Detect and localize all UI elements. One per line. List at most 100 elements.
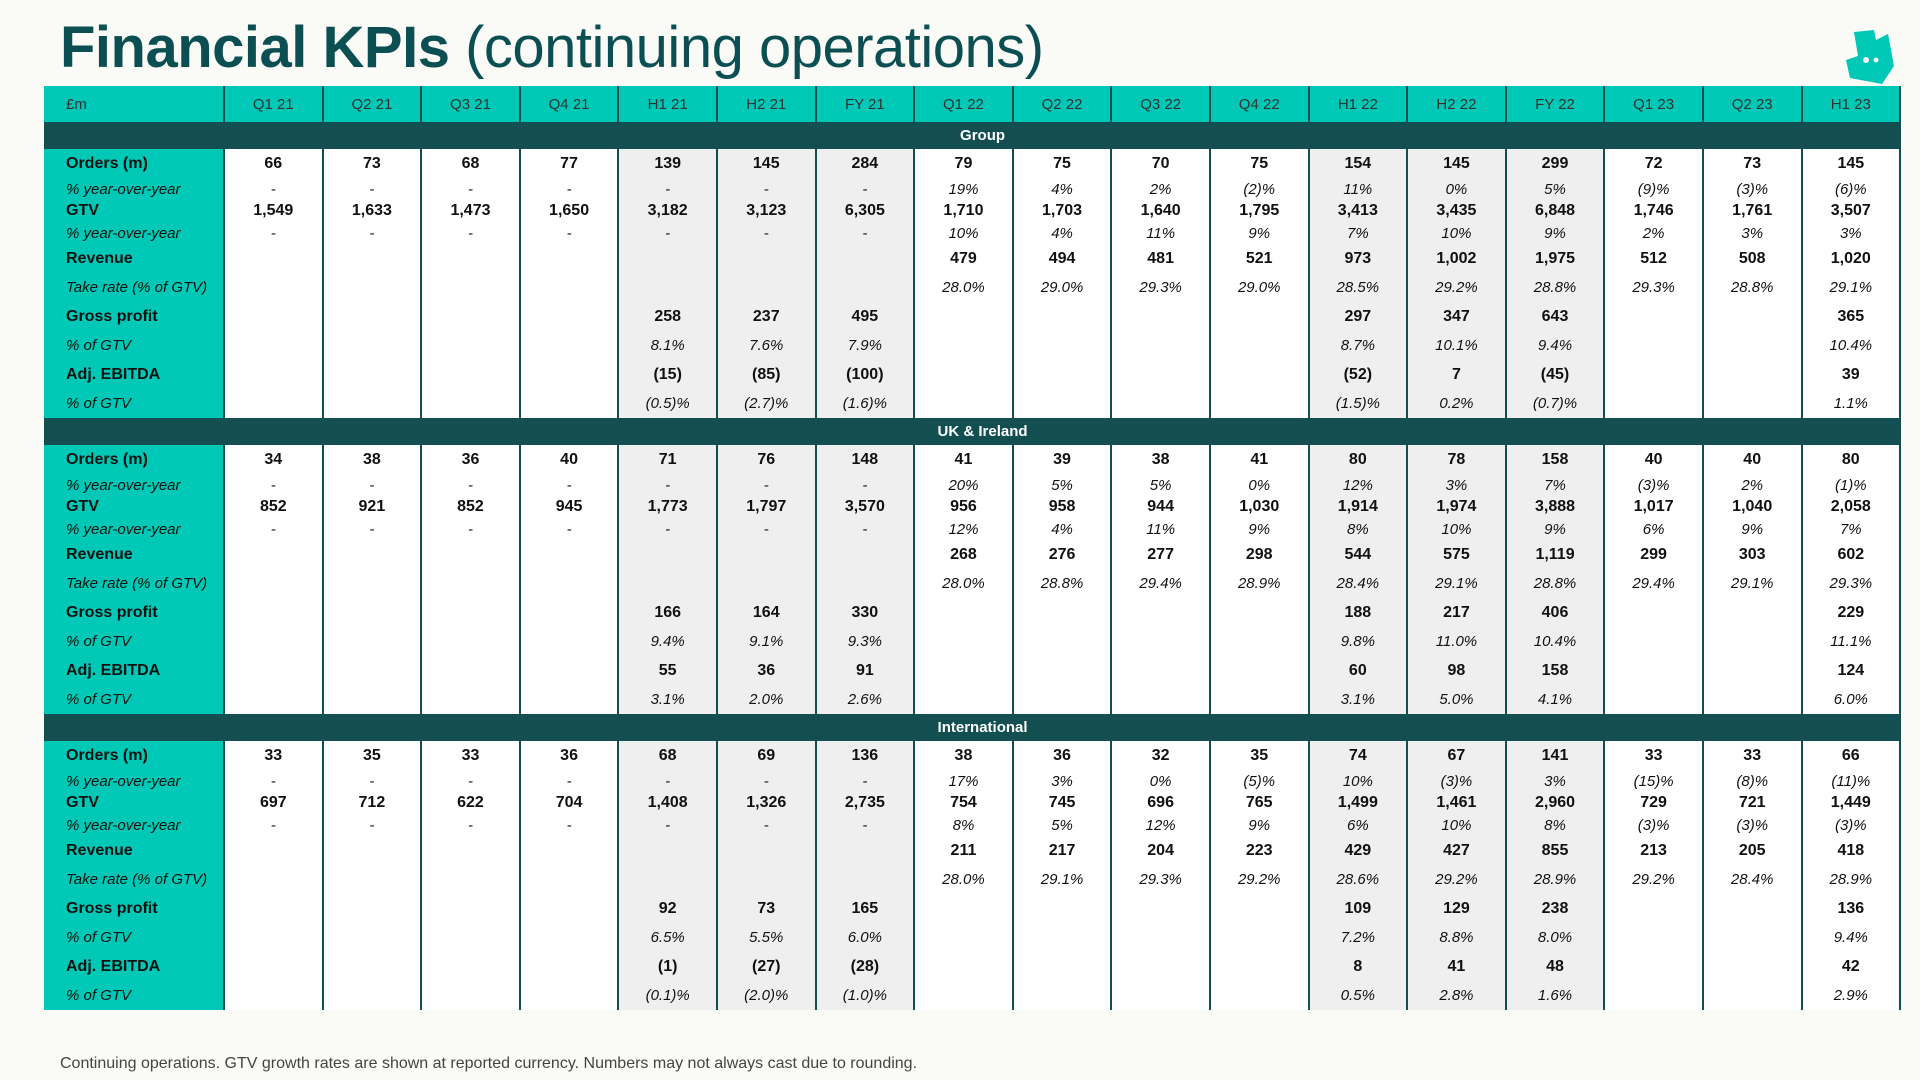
row-label: Adj. EBITDA [44, 360, 225, 389]
table-cell [1111, 360, 1211, 389]
table-cell: (52) [1308, 360, 1409, 389]
table-cell: 3,413 [1308, 200, 1409, 222]
table-cell [716, 865, 817, 894]
table-cell: 91 [815, 656, 916, 685]
table-cell [1209, 389, 1310, 418]
table-cell: - [322, 222, 423, 244]
table-cell [1604, 331, 1704, 360]
table-cell [1209, 302, 1310, 331]
table-cell: 29.0% [1209, 273, 1310, 302]
table-cell: 6.5% [618, 923, 718, 952]
table-cell: 3,435 [1407, 200, 1507, 222]
table-cell: (85) [716, 360, 817, 389]
table-cell: 1,461 [1407, 792, 1507, 814]
table-cell [1604, 981, 1704, 1010]
table-cell [1012, 894, 1113, 923]
table-cell [224, 569, 324, 598]
table-cell: 36 [716, 656, 817, 685]
table-cell: 2,058 [1801, 496, 1902, 518]
table-cell [421, 244, 521, 273]
table-cell: 7% [1801, 518, 1902, 540]
table-cell: 35 [1209, 741, 1310, 770]
table-cell [322, 598, 423, 627]
table-cell [1702, 360, 1803, 389]
column-header: H2 22 [1407, 86, 1507, 122]
table-row: % year-over-year - - - - - - -10% 4% 11% 9% 7% 10% 9%… [44, 222, 1902, 244]
table-cell: 6,305 [815, 200, 916, 222]
table-cell: 28.0% [914, 273, 1014, 302]
table-cell: 29.4% [1111, 569, 1211, 598]
table-cell: 29.3% [1801, 569, 1902, 598]
table-cell: 29.2% [1407, 865, 1507, 894]
table-cell: 297 [1308, 302, 1409, 331]
table-row: GTV 1,549 1,633 1,473 1,650 3,182 3,123 6,305 1,… [44, 200, 1902, 222]
table-cell: 29.3% [1604, 273, 1704, 302]
table-cell [224, 923, 324, 952]
table-cell [1604, 627, 1704, 656]
table-cell: (2)% [1209, 178, 1310, 200]
table-cell: 55 [618, 656, 718, 685]
table-cell [914, 923, 1014, 952]
table-row: Adj. EBITDA 55 36 91 60 98 158 124 [44, 656, 1902, 685]
table-cell: 48 [1505, 952, 1606, 981]
table-cell [914, 656, 1014, 685]
table-cell [914, 981, 1014, 1010]
table-cell: 9% [1505, 518, 1606, 540]
table-cell [618, 865, 718, 894]
table-cell [1604, 894, 1704, 923]
table-cell: 521 [1209, 244, 1310, 273]
table-cell: 9.4% [1505, 331, 1606, 360]
table-cell [716, 540, 817, 569]
table-cell: 745 [1012, 792, 1113, 814]
table-cell [1012, 627, 1113, 656]
table-cell: - [815, 222, 916, 244]
table-cell [1702, 685, 1803, 714]
table-cell: (3)% [1702, 814, 1803, 836]
table-cell: - [421, 178, 521, 200]
table-cell: 1,650 [519, 200, 620, 222]
table-cell [519, 360, 620, 389]
table-cell: - [716, 770, 817, 792]
table-row: % of GTV 8.1% 7.6% 7.9% 8.7% 10.1% 9.4% 10.4% [44, 331, 1902, 360]
table-cell [1209, 627, 1310, 656]
table-cell: 76 [716, 445, 817, 474]
table-row: % year-over-year - - - - - - -8% 5% 12% 9% 6% 10% 8%(… [44, 814, 1902, 836]
table-cell [224, 865, 324, 894]
table-cell: - [421, 222, 521, 244]
table-cell: 9% [1209, 814, 1310, 836]
column-header: Q2 23 [1702, 86, 1803, 122]
table-cell: 36 [1012, 741, 1113, 770]
table-row: Orders (m) 33 35 33 36 68 69 136 38 36 32 35 74 67 141… [44, 741, 1902, 770]
table-cell: - [322, 770, 423, 792]
table-cell [224, 981, 324, 1010]
table-cell: 276 [1012, 540, 1113, 569]
table-cell: 3% [1407, 474, 1507, 496]
title-bold: Financial KPIs [60, 15, 450, 80]
table-cell: 211 [914, 836, 1014, 865]
table-row: Adj. EBITDA (15) (85) (100) (52) 7 (45) 39 [44, 360, 1902, 389]
table-cell: 60 [1308, 656, 1409, 685]
table-cell: 136 [1801, 894, 1902, 923]
table-cell: 40 [1604, 445, 1704, 474]
table-cell [224, 331, 324, 360]
table-row: % of GTV 3.1% 2.0% 2.6% 3.1% 5.0% 4.1% 6.0% [44, 685, 1902, 714]
table-cell: (3)% [1604, 814, 1704, 836]
table-cell [1209, 981, 1310, 1010]
table-cell: 299 [1505, 149, 1606, 178]
table-cell [1702, 656, 1803, 685]
row-label: % of GTV [44, 981, 225, 1010]
table-cell: 1,002 [1407, 244, 1507, 273]
table-cell [322, 540, 423, 569]
table-cell: 973 [1308, 244, 1409, 273]
table-cell: 855 [1505, 836, 1606, 865]
table-cell: - [815, 814, 916, 836]
column-header: H2 21 [716, 86, 817, 122]
table-cell [322, 952, 423, 981]
table-cell: 1,974 [1407, 496, 1507, 518]
table-cell: 765 [1209, 792, 1310, 814]
table-cell [1111, 389, 1211, 418]
table-cell: (1)% [1801, 474, 1902, 496]
row-label: GTV [44, 792, 225, 814]
table-cell: 3% [1702, 222, 1803, 244]
table-cell: 109 [1308, 894, 1409, 923]
